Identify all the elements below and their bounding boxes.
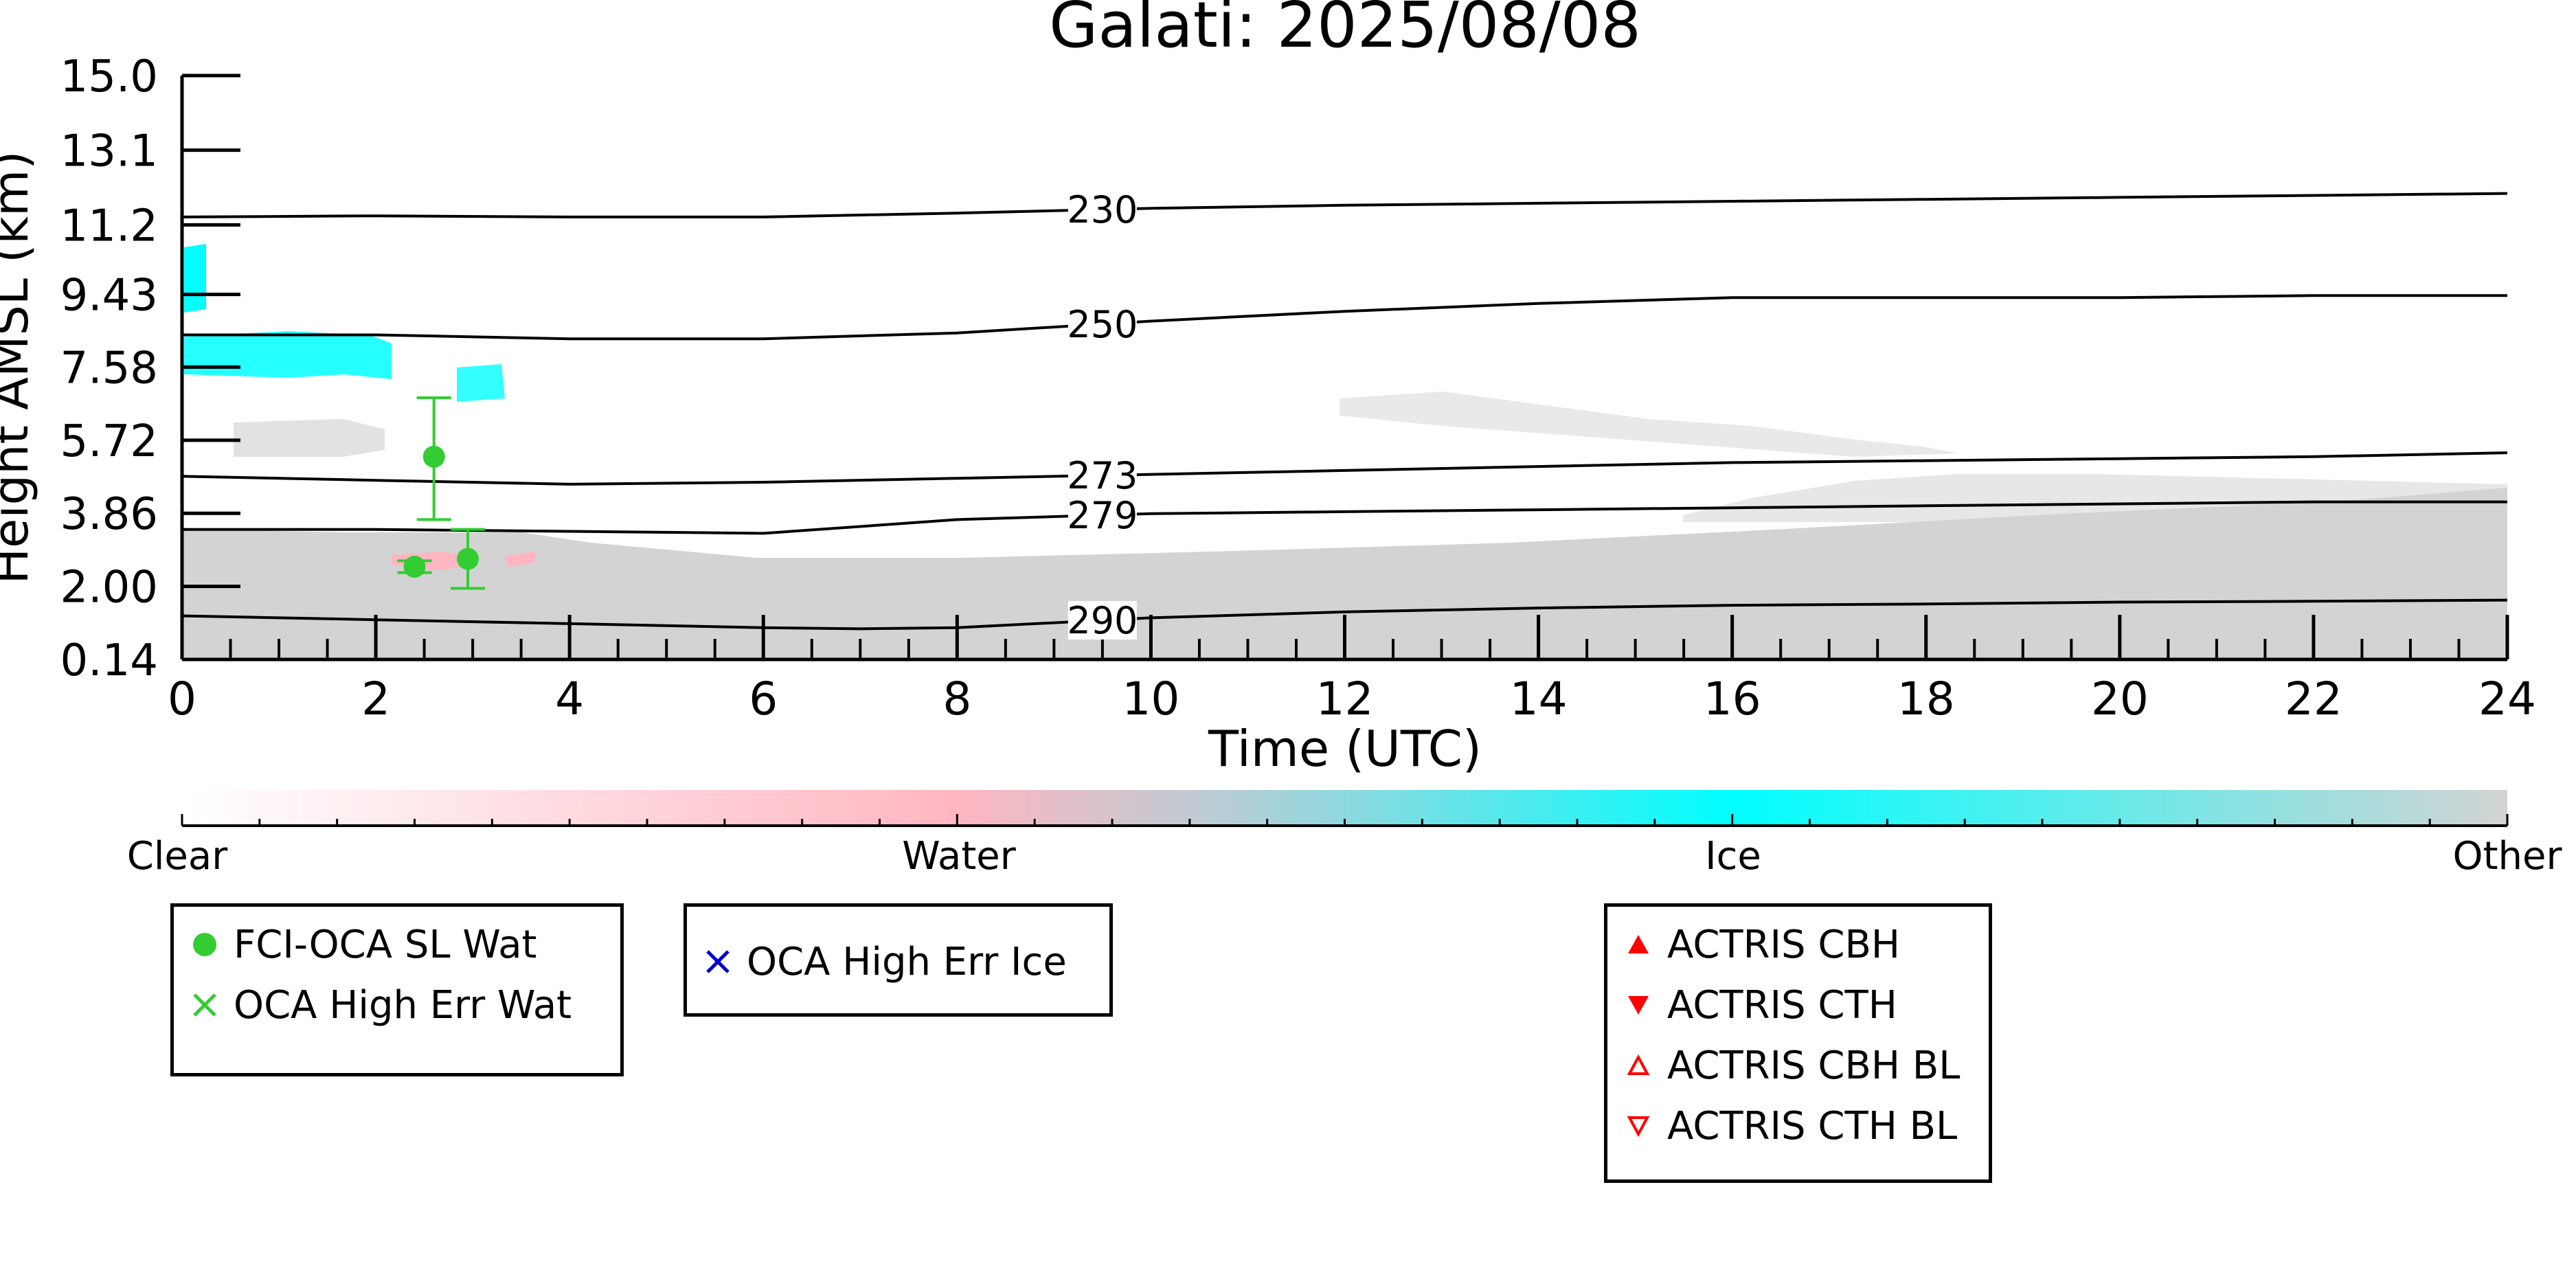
y-ticks: 0.14 2.00 3.86 5.72 7.58 9.43 11.2 13.1 15.0: [60, 52, 240, 686]
legend-label: ACTRIS CBH BL: [1667, 1043, 1961, 1088]
other-region-upper: [1683, 474, 2507, 522]
x-tick-label: 2: [361, 673, 390, 725]
chart-title: Galati: 2025/08/08: [1049, 0, 1641, 62]
fci-oca-sl-wat-point: [422, 445, 445, 468]
red-triangle-up-filled-icon: [1618, 920, 1659, 969]
isotherm-line-250: [182, 294, 2507, 341]
legend-label: OCA High Err Ice: [747, 939, 1067, 984]
x-tick-label: 8: [942, 673, 971, 725]
legend-label: ACTRIS CBH: [1667, 922, 1901, 967]
y-tick-label: 2.00: [60, 563, 159, 613]
isotherm-label-bg: [1067, 600, 1137, 640]
other-region-mid: [1340, 392, 1958, 457]
legend-entry-actris-cth: ACTRIS CTH: [1607, 981, 1897, 1029]
isotherm-label-290: 290: [1067, 599, 1138, 642]
isotherm-label-bg: [1067, 495, 1137, 534]
x-tick-label: 18: [1897, 673, 1955, 725]
y-tick-label: 7.58: [60, 343, 159, 394]
y-tick-label: 0.14: [60, 635, 159, 686]
isotherm-line-290: [182, 598, 2507, 631]
y-tick-label: 15.0: [60, 52, 159, 102]
legend-entry-fci-oca-sl-wat: FCI-OCA SL Wat: [174, 920, 537, 969]
fci-oca-sl-wat-point: [457, 547, 479, 570]
water-cloud-patch-2: [505, 551, 536, 567]
isotherm-lines: [182, 192, 2507, 631]
x-tick-label: 24: [2478, 673, 2536, 725]
isotherm-label-bg: [1067, 304, 1137, 343]
x-tick-label: 6: [749, 673, 778, 725]
green-filled-circle-icon: [184, 920, 225, 969]
isotherm-line-230: [182, 192, 2507, 218]
colorbar-label-ice: Ice: [1705, 834, 1761, 879]
fci-oca-sl-wat-point: [403, 556, 426, 578]
y-tick-label: 3.86: [60, 489, 159, 540]
x-axis-label: Time (UTC): [1208, 720, 1482, 778]
x-tick-label: 4: [555, 673, 584, 725]
legend-label: FCI-OCA SL Wat: [234, 922, 537, 967]
legend-label: OCA High Err Wat: [234, 982, 572, 1028]
isotherm-line-273: [182, 451, 2507, 486]
legend-box-oca-ice: OCA High Err Ice: [683, 903, 1113, 1017]
isotherm-label-273: 273: [1067, 454, 1138, 497]
red-triangle-down-open-icon: [1618, 1102, 1659, 1150]
red-triangle-down-filled-icon: [1618, 981, 1659, 1029]
x-tick-label: 10: [1122, 673, 1179, 725]
isotherm-label-bg: [1067, 190, 1137, 229]
legend-box-actris: ACTRIS CBH ACTRIS CTH ACTRIS CBH BL ACTR…: [1604, 903, 1992, 1183]
y-tick-label: 13.1: [60, 126, 159, 177]
ice-cloud-patch: [457, 364, 505, 402]
x-tick-label: 20: [2091, 673, 2149, 725]
y-tick-label: 5.72: [60, 416, 159, 467]
legend-box-fci: FCI-OCA SL Wat OCA High Err Wat: [170, 903, 624, 1076]
ice-cloud-band: [184, 331, 392, 379]
isotherm-line-279: [182, 500, 2507, 535]
x-ticks: 0 2 4 6 8 10 12 14 16 18 20 22 24: [168, 615, 2536, 725]
plot-area: [182, 192, 2507, 659]
y-axis-label: Height AMSL (km): [0, 151, 39, 585]
isotherm-label-279: 279: [1067, 494, 1138, 537]
x-tick-label: 12: [1316, 673, 1374, 725]
isotherm-label-230: 230: [1067, 188, 1138, 231]
legend-entry-actris-cbh-bl: ACTRIS CBH BL: [1607, 1041, 1960, 1089]
error-bars: [397, 396, 486, 590]
x-tick-label: 16: [1704, 673, 1761, 725]
colorbar-label-other: Other: [2452, 834, 2562, 879]
x-tick-label: 14: [1510, 673, 1568, 725]
x-tick-label: 22: [2285, 673, 2342, 725]
colorbar-label-clear: Clear: [127, 834, 228, 879]
red-triangle-up-open-icon: [1618, 1041, 1659, 1089]
y-tick-label: 9.43: [60, 271, 159, 321]
isotherm-label-bg: [1067, 456, 1137, 495]
y-tick-label: 11.2: [60, 201, 159, 251]
blue-x-icon: [697, 938, 738, 986]
legend-label: ACTRIS CTH: [1667, 982, 1897, 1028]
other-region-early: [234, 419, 385, 457]
colorbar-ticks: [181, 814, 2509, 826]
green-x-icon: [184, 981, 225, 1029]
legend-entry-actris-cth-bl: ACTRIS CTH BL: [1607, 1102, 1957, 1150]
x-tick-label: 0: [168, 673, 196, 725]
legend-entry-oca-high-err-ice: OCA High Err Ice: [687, 938, 1067, 986]
legend-entry-actris-cbh: ACTRIS CBH: [1607, 920, 1900, 969]
legend-label: ACTRIS CTH BL: [1667, 1103, 1958, 1149]
legend-entry-oca-high-err-wat: OCA High Err Wat: [174, 981, 572, 1029]
isotherm-label-250: 250: [1067, 303, 1138, 346]
colorbar-label-water: Water: [902, 834, 1017, 879]
ice-cloud-column: [184, 244, 206, 313]
